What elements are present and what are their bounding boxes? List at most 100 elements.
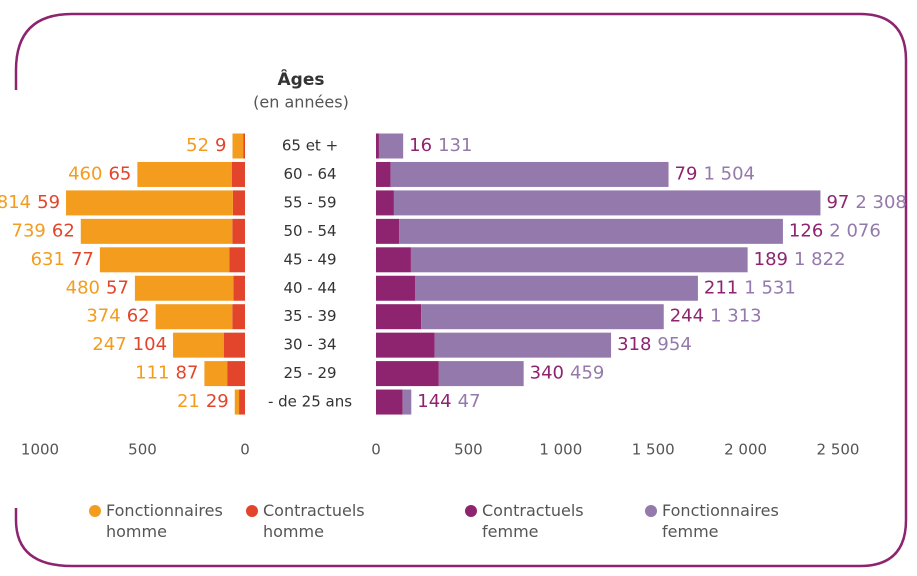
legend-item: Fonctionnaires homme [89, 500, 236, 542]
value-label: 16 [409, 135, 432, 156]
bar [393, 190, 821, 216]
bar [231, 161, 245, 187]
bar [376, 161, 391, 187]
value-label: 57 [106, 277, 129, 298]
chart-title: Âges [278, 68, 325, 90]
bar [376, 275, 415, 301]
frame [14, 12, 908, 568]
bar [414, 275, 698, 301]
value-label: 460 [68, 163, 102, 184]
x-tick-label: 1 500 [632, 441, 675, 459]
value-label: 29 [206, 391, 229, 412]
legend-item: Contractuels homme [246, 500, 393, 542]
value-label: 459 [570, 363, 604, 384]
value-label: 62 [52, 220, 75, 241]
bar [134, 275, 234, 301]
category-label: 30 - 34 [283, 336, 336, 354]
legend-label: Fonctionnaires femme [662, 501, 779, 541]
legend-label: Contractuels femme [482, 501, 584, 541]
bar [232, 304, 245, 330]
legend-swatch [246, 505, 258, 517]
bar [376, 332, 435, 358]
value-label: 480 [66, 277, 100, 298]
value-label: 1 531 [744, 277, 796, 298]
legend-item: Fonctionnaires femme [645, 500, 792, 542]
value-label: 62 [127, 306, 150, 327]
bar [227, 361, 245, 387]
value-label: 2 076 [829, 220, 881, 241]
category-label: 45 - 49 [283, 250, 336, 268]
legend-label: Fonctionnaires homme [106, 501, 223, 541]
bar [376, 133, 379, 159]
category-label: 55 - 59 [283, 193, 336, 211]
value-label: 954 [657, 334, 691, 355]
legend-swatch [89, 505, 101, 517]
value-label: 59 [37, 192, 60, 213]
x-tick-label: 1 000 [539, 441, 582, 459]
category-label: - de 25 ans [268, 393, 352, 411]
bar [223, 332, 245, 358]
bar [378, 133, 404, 159]
bar [410, 247, 748, 273]
bar [232, 190, 245, 216]
value-label: 79 [675, 163, 698, 184]
value-label: 247 [92, 334, 126, 355]
bar [421, 304, 664, 330]
bar [66, 190, 233, 216]
value-label: 244 [670, 306, 704, 327]
value-label: 1 822 [794, 249, 846, 270]
bar [376, 304, 422, 330]
value-label: 77 [71, 249, 94, 270]
value-label: 111 [135, 363, 169, 384]
bar [402, 389, 412, 415]
value-label: 318 [617, 334, 651, 355]
value-label: 211 [704, 277, 738, 298]
legend-item: Contractuels femme [465, 500, 612, 542]
bar [229, 247, 245, 273]
value-label: 340 [530, 363, 564, 384]
bar [376, 389, 403, 415]
bar [376, 218, 400, 244]
value-label: 21 [177, 391, 200, 412]
value-label: 9 [215, 135, 226, 156]
x-tick-label: 2 500 [817, 441, 860, 459]
bar [80, 218, 233, 244]
bar [376, 247, 411, 273]
bar [234, 389, 240, 415]
bar [438, 361, 524, 387]
bar [204, 361, 228, 387]
bar [243, 133, 245, 159]
legend-swatch [645, 505, 657, 517]
value-label: 374 [86, 306, 120, 327]
value-label: 189 [754, 249, 788, 270]
value-label: 1 504 [703, 163, 755, 184]
value-label: 47 [458, 391, 481, 412]
category-label: 65 et + [282, 137, 338, 155]
x-tick-label: 2 000 [724, 441, 767, 459]
value-label: 631 [31, 249, 65, 270]
value-label: 126 [789, 220, 823, 241]
category-label: 50 - 54 [283, 222, 336, 240]
bar [376, 190, 394, 216]
x-tick-label: 1000 [21, 441, 59, 459]
bar [232, 218, 245, 244]
legend-swatch [465, 505, 477, 517]
value-label: 814 [0, 192, 31, 213]
value-label: 2 308 [855, 192, 907, 213]
bar [376, 361, 439, 387]
x-tick-label: 500 [454, 441, 483, 459]
value-label: 87 [176, 363, 199, 384]
x-tick-label: 0 [371, 441, 381, 459]
bar [390, 161, 669, 187]
value-label: 131 [438, 135, 472, 156]
bar [434, 332, 612, 358]
bar [137, 161, 232, 187]
value-label: 144 [417, 391, 451, 412]
value-label: 65 [108, 163, 131, 184]
bar [399, 218, 783, 244]
category-label: 35 - 39 [283, 307, 336, 325]
category-label: 25 - 29 [283, 364, 336, 382]
bar [233, 275, 245, 301]
